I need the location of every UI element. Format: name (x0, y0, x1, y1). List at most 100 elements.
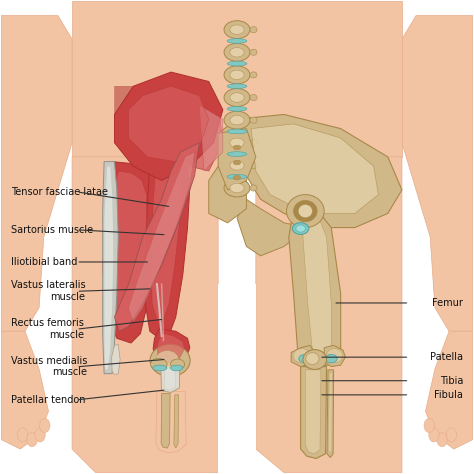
Ellipse shape (224, 156, 250, 174)
Polygon shape (218, 115, 402, 228)
Ellipse shape (230, 93, 244, 102)
Polygon shape (112, 345, 120, 374)
Ellipse shape (305, 362, 325, 368)
Polygon shape (256, 157, 402, 473)
Text: Patellar tendon: Patellar tendon (11, 394, 85, 405)
Ellipse shape (27, 433, 37, 447)
Text: Tensor fasciae latae: Tensor fasciae latae (11, 187, 108, 197)
Polygon shape (143, 77, 204, 166)
Polygon shape (112, 171, 146, 328)
Text: Sartorius muscle: Sartorius muscle (11, 225, 93, 235)
Text: Femur: Femur (432, 298, 463, 308)
Ellipse shape (250, 94, 257, 100)
Polygon shape (161, 365, 180, 392)
Polygon shape (289, 204, 341, 369)
Ellipse shape (250, 185, 257, 191)
Polygon shape (104, 166, 114, 370)
Ellipse shape (227, 129, 247, 134)
Ellipse shape (230, 138, 244, 147)
Ellipse shape (233, 160, 241, 165)
Ellipse shape (224, 66, 250, 84)
Polygon shape (237, 199, 308, 256)
Polygon shape (115, 72, 223, 181)
Ellipse shape (171, 359, 185, 369)
Text: Fibula: Fibula (434, 390, 463, 400)
Polygon shape (157, 334, 184, 363)
Polygon shape (128, 152, 195, 322)
Polygon shape (305, 370, 321, 454)
Polygon shape (161, 393, 170, 448)
Ellipse shape (233, 175, 241, 180)
Polygon shape (115, 143, 199, 331)
Polygon shape (218, 284, 256, 473)
Ellipse shape (18, 428, 28, 442)
Polygon shape (164, 368, 176, 390)
Polygon shape (291, 346, 315, 366)
Ellipse shape (437, 433, 447, 447)
Polygon shape (153, 329, 190, 365)
Ellipse shape (224, 43, 250, 61)
Polygon shape (303, 213, 331, 355)
Ellipse shape (227, 152, 247, 156)
Polygon shape (426, 331, 473, 449)
Polygon shape (209, 166, 246, 223)
Polygon shape (402, 16, 473, 331)
Polygon shape (251, 124, 378, 213)
Polygon shape (199, 105, 223, 171)
Text: Rectus femoris
muscle: Rectus femoris muscle (11, 318, 84, 340)
Ellipse shape (171, 365, 183, 371)
Ellipse shape (299, 355, 312, 363)
Ellipse shape (306, 353, 319, 365)
Ellipse shape (230, 47, 244, 57)
Polygon shape (103, 162, 157, 343)
Polygon shape (128, 86, 209, 162)
Polygon shape (156, 392, 186, 453)
Text: Patella: Patella (430, 352, 463, 362)
Ellipse shape (250, 140, 257, 146)
Ellipse shape (250, 72, 257, 78)
Ellipse shape (153, 365, 167, 371)
Polygon shape (174, 395, 179, 448)
Ellipse shape (227, 174, 247, 179)
Polygon shape (328, 373, 332, 454)
Ellipse shape (227, 38, 247, 43)
Text: Tibia: Tibia (440, 376, 463, 386)
Polygon shape (190, 96, 223, 171)
Ellipse shape (151, 358, 167, 370)
Ellipse shape (250, 162, 257, 168)
Ellipse shape (424, 419, 435, 433)
Ellipse shape (230, 116, 244, 125)
Ellipse shape (293, 349, 311, 363)
Polygon shape (301, 201, 312, 218)
Ellipse shape (224, 179, 250, 197)
Ellipse shape (286, 195, 324, 228)
Ellipse shape (250, 117, 257, 123)
Ellipse shape (150, 345, 190, 376)
Ellipse shape (227, 61, 247, 66)
Ellipse shape (429, 428, 439, 442)
Polygon shape (103, 162, 118, 374)
Text: Vastus medialis
muscle: Vastus medialis muscle (11, 356, 87, 377)
Ellipse shape (446, 428, 456, 442)
Polygon shape (72, 1, 402, 157)
Ellipse shape (230, 25, 244, 35)
Polygon shape (1, 16, 72, 331)
Ellipse shape (227, 84, 247, 89)
Ellipse shape (224, 111, 250, 129)
Ellipse shape (224, 134, 250, 152)
Ellipse shape (230, 183, 244, 193)
Polygon shape (1, 331, 48, 449)
Ellipse shape (156, 351, 179, 368)
Polygon shape (324, 346, 346, 366)
Ellipse shape (230, 70, 244, 80)
Ellipse shape (227, 107, 247, 111)
Ellipse shape (296, 225, 305, 232)
Ellipse shape (326, 349, 343, 363)
Ellipse shape (224, 21, 250, 38)
Polygon shape (115, 86, 133, 115)
Polygon shape (327, 370, 334, 457)
Ellipse shape (292, 223, 309, 235)
Polygon shape (151, 165, 182, 319)
Polygon shape (72, 157, 218, 473)
Ellipse shape (39, 419, 50, 433)
